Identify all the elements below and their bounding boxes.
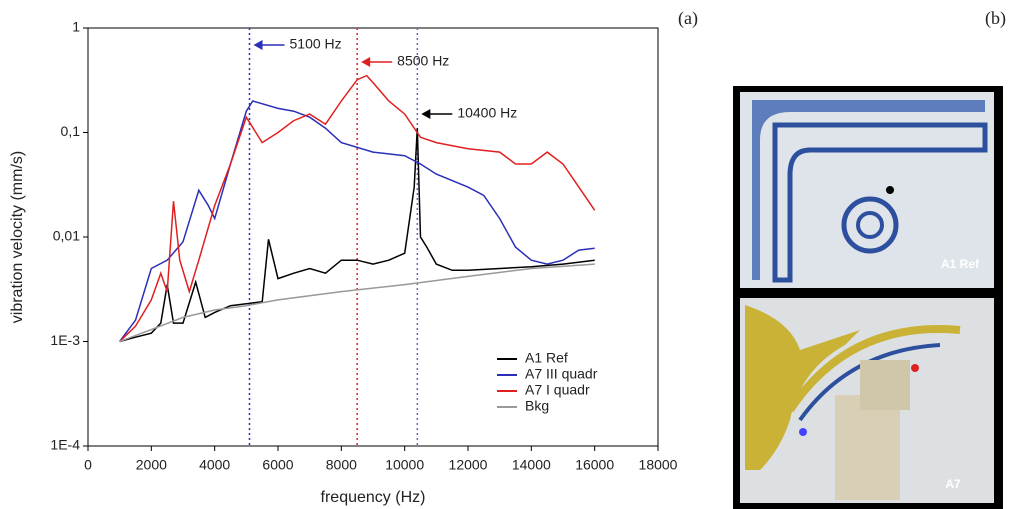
panel-label: (a) [678, 8, 698, 29]
legend-label: A1 Ref [525, 350, 568, 366]
x-tick-label: 10000 [385, 457, 424, 473]
x-tick-label: 2000 [136, 457, 167, 473]
x-tick-label: 12000 [449, 457, 488, 473]
arrow-head [361, 57, 371, 67]
x-tick-label: 18000 [639, 457, 678, 473]
y-tick-label: 0,01 [53, 228, 80, 244]
x-tick-label: 4000 [199, 457, 230, 473]
annotation: 5100 Hz [290, 36, 342, 52]
series-line [119, 263, 595, 343]
arrow-head [253, 40, 263, 50]
y-axis-label: vibration velocity (mm/s) [9, 151, 26, 323]
y-tick-label: 1E-4 [50, 437, 80, 453]
legend-label: Bkg [525, 398, 549, 414]
x-tick-label: 6000 [262, 457, 293, 473]
photo-label: A1 Ref [941, 257, 980, 271]
legend-label: A7 III quadr [525, 366, 598, 382]
photo-panel [733, 86, 1003, 509]
panel-label: (b) [985, 8, 1006, 29]
series-line [119, 100, 595, 342]
arrow-head [421, 109, 431, 119]
y-tick-label: 0,1 [61, 123, 81, 139]
x-axis-label: frequency (Hz) [321, 489, 426, 506]
y-tick-label: 1E-3 [50, 332, 80, 348]
series-line [119, 128, 595, 343]
legend-label: A7 I quadr [525, 382, 590, 398]
x-tick-label: 14000 [512, 457, 551, 473]
x-tick-label: 16000 [575, 457, 614, 473]
x-tick-label: 0 [84, 457, 92, 473]
y-tick-label: 1 [72, 19, 80, 35]
annotation: 10400 Hz [457, 105, 517, 121]
series-line [119, 74, 596, 343]
photo-label: A7 [945, 477, 961, 491]
x-tick-label: 8000 [326, 457, 357, 473]
annotation: 8500 Hz [397, 53, 449, 69]
